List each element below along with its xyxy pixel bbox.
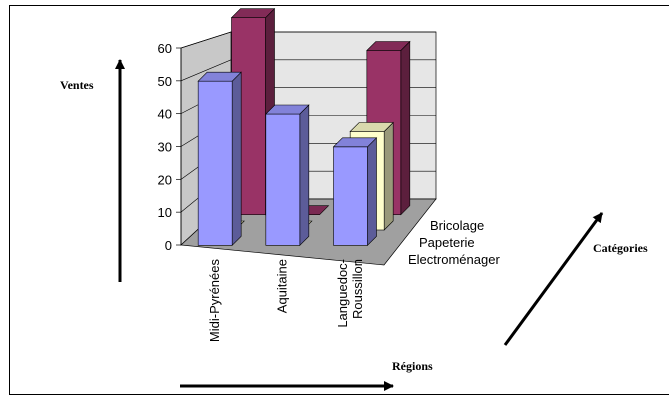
bar-side — [231, 71, 242, 247]
bar-side — [299, 104, 310, 247]
x-tick-label: Aquitaine — [275, 259, 290, 313]
bar-front — [333, 146, 368, 246]
bar — [265, 104, 310, 247]
y-tick-label: 40 — [158, 107, 172, 122]
bar — [332, 137, 378, 247]
bar-top — [265, 104, 310, 115]
x-tick-labels: Midi-Pyrénées Aquitaine Languedoc-Roussill… — [207, 259, 365, 343]
y-tick-label: 60 — [158, 41, 172, 56]
bar-side — [383, 121, 394, 231]
y-axis: 0 10 20 30 40 50 60 — [158, 41, 182, 253]
bar-front — [265, 113, 301, 246]
x-tick-label: Languedoc-Roussillon — [335, 259, 365, 328]
z-tick-label: Electroménager — [408, 252, 500, 267]
z-tick-labels: Electroménager Papeterie Bricolage — [408, 218, 500, 267]
y-axis-label: Ventes — [60, 78, 94, 92]
bars — [197, 7, 411, 247]
bar-front — [197, 80, 233, 246]
bar — [197, 71, 242, 247]
x-tick-label: Midi-Pyrénées — [207, 259, 222, 343]
x-axis-label: Régions — [392, 359, 433, 373]
bar-side — [400, 40, 411, 216]
bar-side — [367, 137, 377, 247]
chart-frame — [9, 5, 669, 395]
bar-top — [197, 71, 242, 82]
y-tick-label: 50 — [158, 74, 172, 89]
y-tick-label: 0 — [165, 238, 172, 253]
z-arrow — [503, 212, 604, 346]
z-tick-label: Papeterie — [419, 235, 475, 250]
y-tick-label: 20 — [158, 172, 172, 187]
y-tick-label: 10 — [158, 205, 172, 220]
bar-top — [230, 8, 276, 18]
y-tick-label: 30 — [158, 140, 172, 155]
bar-top — [332, 137, 378, 148]
z-tick-label: Bricolage — [430, 218, 484, 233]
gridline — [180, 31, 436, 49]
bar-top — [349, 122, 394, 132]
z-axis-label: Catégories — [593, 241, 648, 255]
bar-top — [366, 41, 411, 51]
